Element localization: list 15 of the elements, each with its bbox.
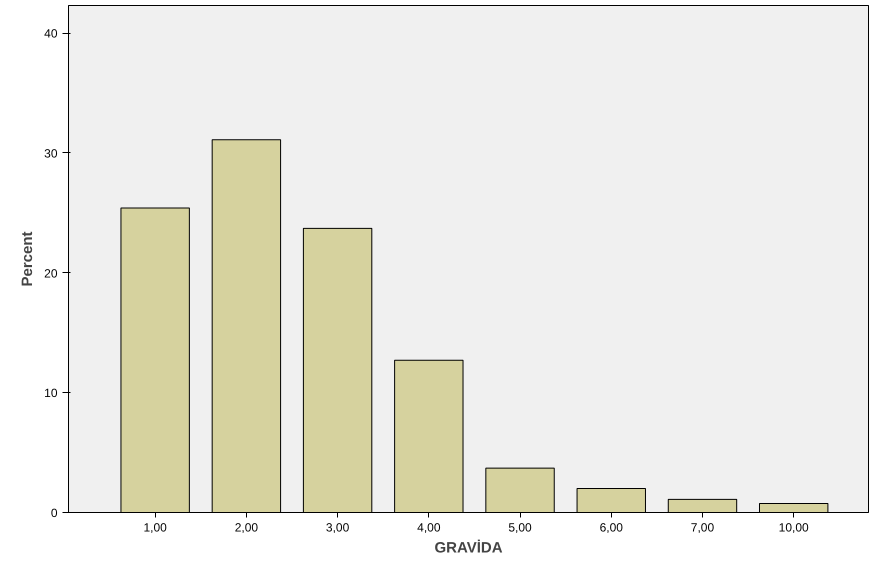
y-tick-label: 30 xyxy=(44,146,58,160)
x-tick-label: 7,00 xyxy=(690,520,714,534)
y-tick-label: 20 xyxy=(44,266,58,280)
x-tick-label: 6,00 xyxy=(600,520,624,534)
x-tick-label: 1,00 xyxy=(143,520,168,534)
x-tick-label: 5,00 xyxy=(508,520,532,534)
y-tick-label: 0 xyxy=(50,506,58,520)
x-axis-title: GRAVİDA xyxy=(434,540,503,556)
x-tick-label: 4,00 xyxy=(417,520,441,534)
x-tick-label: 10,00 xyxy=(778,520,810,534)
y-tick-label: 40 xyxy=(44,26,58,41)
x-tick-label: 2,00 xyxy=(234,520,258,534)
y-axis-title: Percent xyxy=(19,231,36,287)
x-tick-label: 3,00 xyxy=(326,520,350,534)
y-tick-label: 10 xyxy=(44,386,58,400)
